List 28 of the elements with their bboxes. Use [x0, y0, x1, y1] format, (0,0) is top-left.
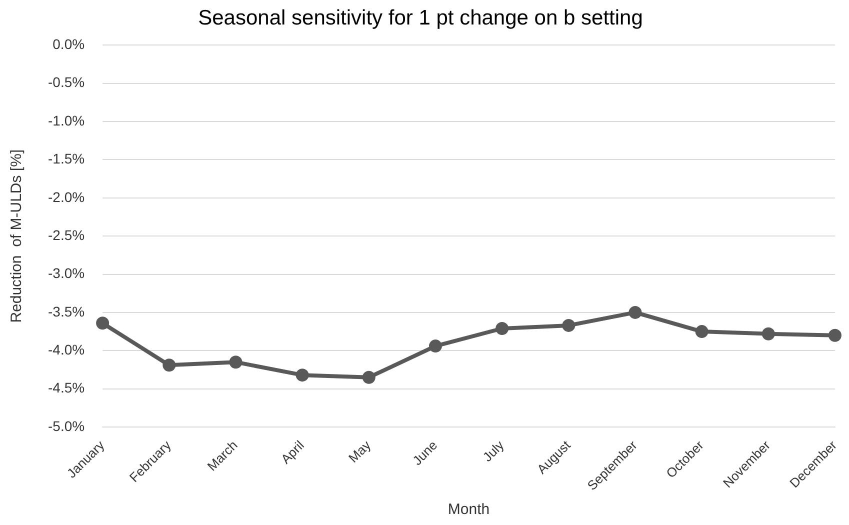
y-tick-label: -4.5%	[48, 380, 85, 396]
point	[628, 306, 642, 319]
point	[695, 325, 708, 338]
point	[96, 316, 110, 330]
y-tick-label: -2.5%	[48, 226, 85, 243]
point	[362, 370, 376, 384]
x-axis-title: Month	[448, 501, 490, 518]
chart-title: Seasonal sensitivity for 1 pt change on b setting	[198, 6, 643, 30]
y-tick-label: -0.5%	[48, 74, 85, 90]
y-tick-label: -2.0%	[48, 188, 85, 205]
y-tick-label: -3.0%	[48, 265, 85, 282]
y-tick-label: -1.5%	[48, 150, 85, 167]
x-tick-label: May	[346, 437, 374, 466]
y-tick-label: -1.0%	[48, 112, 85, 128]
point	[229, 356, 242, 369]
x-tick-label: July	[480, 437, 508, 465]
y-axis-title: Reduction of M-ULDs [%]	[8, 149, 26, 323]
point	[762, 327, 775, 340]
point	[828, 328, 842, 342]
point	[496, 322, 509, 335]
point	[428, 340, 442, 353]
y-tick-label: -3.5%	[48, 303, 85, 320]
point	[296, 368, 309, 382]
y-tick-label: -4.0%	[48, 342, 85, 358]
y-tick-label: -5.0%	[48, 418, 85, 434]
point	[162, 358, 176, 372]
y-tick-label: 0.0%	[52, 36, 85, 52]
point	[562, 318, 576, 332]
